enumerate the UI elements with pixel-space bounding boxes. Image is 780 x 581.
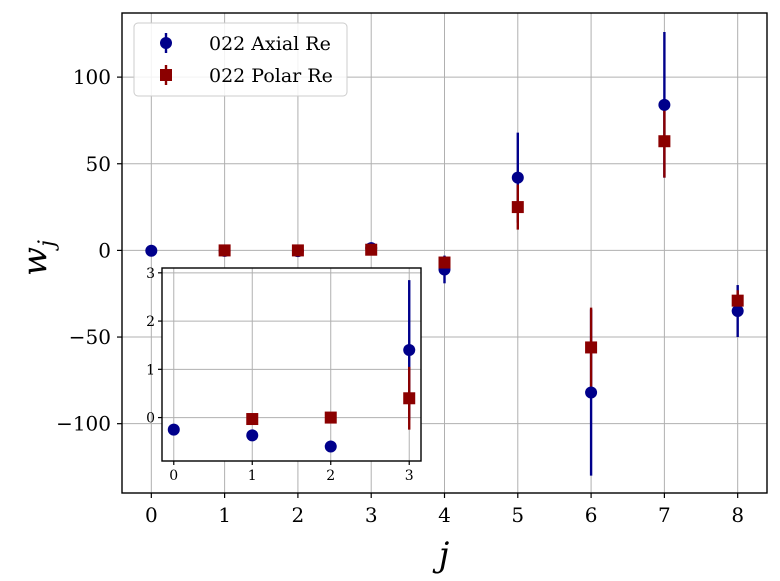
y-tick-label: 1 xyxy=(146,362,155,378)
inset-markers xyxy=(167,344,416,453)
axial-point xyxy=(403,344,416,357)
y-tick-label: 0 xyxy=(146,411,155,427)
y-tick-label: 2 xyxy=(146,314,155,330)
y-tick-label: −50 xyxy=(69,325,111,349)
x-tick-label: 4 xyxy=(438,503,451,527)
inset-background xyxy=(162,268,421,461)
legend-polar-label: 022 Polar Re xyxy=(209,65,333,87)
x-tick-label: 8 xyxy=(731,503,744,527)
x-tick-label: 0 xyxy=(169,468,178,484)
axial-point xyxy=(585,386,598,399)
axial-point xyxy=(246,429,259,442)
x-tick-label: 1 xyxy=(218,503,231,527)
y-tick-label: 3 xyxy=(146,266,155,282)
x-tick-label: 3 xyxy=(365,503,378,527)
x-tick-label: 7 xyxy=(658,503,671,527)
polar-point xyxy=(731,294,744,307)
axial-point xyxy=(511,171,524,184)
y-tick-label: −100 xyxy=(56,412,111,436)
axial-point xyxy=(145,244,158,257)
polar-point xyxy=(365,243,378,256)
polar-point xyxy=(324,411,337,424)
legend-box xyxy=(133,22,348,97)
x-tick-label: 2 xyxy=(292,503,305,527)
legend: 022 Axial Re 022 Polar Re xyxy=(133,22,348,97)
polar-point xyxy=(246,413,259,426)
axial-point xyxy=(324,440,337,453)
y-tick-label: 0 xyxy=(98,238,111,262)
axial-point xyxy=(731,305,744,318)
y-tick-label: 50 xyxy=(86,152,111,176)
y-axis-label: wj xyxy=(15,240,60,276)
x-tick-label: 3 xyxy=(405,468,414,484)
polar-point xyxy=(291,244,304,257)
x-tick-label: 0 xyxy=(145,503,158,527)
legend-polar-marker xyxy=(160,69,172,81)
legend-axial-label: 022 Axial Re xyxy=(209,33,331,55)
x-tick-label: 2 xyxy=(326,468,335,484)
axial-point xyxy=(167,423,180,436)
main-markers xyxy=(145,98,744,399)
polar-point xyxy=(658,135,671,148)
y-tick-label: 100 xyxy=(73,65,111,89)
polar-point xyxy=(403,392,416,405)
x-tick-label: 5 xyxy=(511,503,524,527)
inset: 0 1 2 3 0 1 2 3 xyxy=(146,266,422,484)
x-tick-label: 6 xyxy=(585,503,598,527)
inset-ticks: 0 1 2 3 0 1 2 3 xyxy=(146,266,414,484)
polar-point xyxy=(438,256,451,269)
polar-point xyxy=(218,244,231,257)
polar-point xyxy=(511,201,524,214)
x-tick-label: 1 xyxy=(248,468,257,484)
polar-point xyxy=(585,341,598,354)
inset-plot-frame xyxy=(161,267,422,462)
legend-axial-marker xyxy=(160,37,172,49)
axial-point xyxy=(658,98,671,111)
